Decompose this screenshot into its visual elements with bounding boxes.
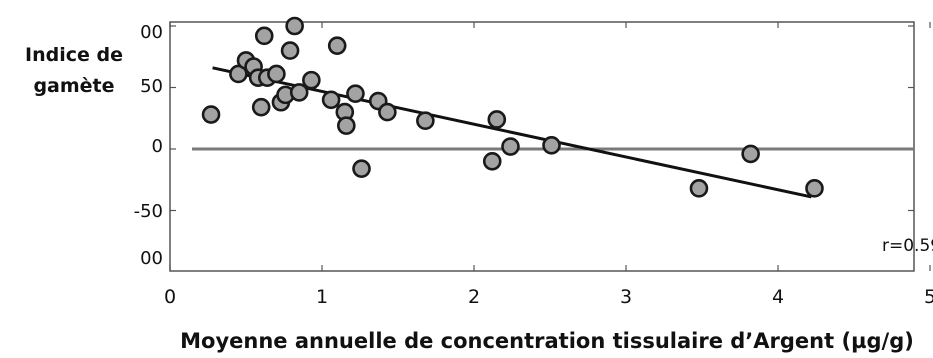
x-tick-label: 2 (468, 286, 480, 308)
x-axis-label: Moyenne annuelle de concentration tissul… (180, 329, 914, 353)
x-tick-label: 5 (924, 286, 933, 308)
x-tick-label: 1 (316, 286, 328, 308)
data-point (201, 105, 221, 124)
y-axis-label-text: Indice de gamète (25, 44, 123, 97)
data-point (254, 26, 274, 46)
data-point (289, 83, 309, 102)
y-tick-label: 0 (152, 136, 163, 157)
x-tick-label: 0 (164, 286, 176, 308)
data-point (689, 179, 709, 198)
y-axis-label-line: Indice de (25, 44, 123, 66)
y-axis-label: Indice de gamète (25, 44, 123, 97)
data-point (251, 97, 271, 117)
data-point (352, 159, 371, 178)
data-point (487, 110, 507, 129)
x-tick-labels: 0 1 2 3 4 5 (164, 286, 933, 308)
data-point (378, 102, 397, 122)
x-tick-label: 3 (620, 286, 632, 308)
x-tick-label: 4 (772, 286, 784, 308)
y-tick-labels: 00 50 0 -50 00 (134, 22, 163, 269)
data-point (327, 36, 347, 55)
plot-frame (169, 21, 931, 272)
plot-border (169, 21, 915, 272)
data-point (482, 152, 502, 171)
data-point (741, 144, 760, 164)
data-point (321, 90, 341, 110)
data-point (229, 64, 248, 84)
data-point (267, 64, 286, 84)
data-point (346, 84, 365, 103)
data-point (302, 70, 321, 90)
data-point (542, 136, 561, 155)
y-tick-label: 50 (140, 76, 163, 97)
y-tick-label: -50 (134, 201, 163, 222)
y-tick-label: 00 (140, 22, 163, 43)
data-points (201, 16, 824, 198)
data-point (416, 111, 435, 131)
data-point (501, 137, 520, 156)
data-point (280, 41, 300, 60)
y-tick-label: 00 (140, 248, 163, 269)
correlation-annotation: r=0.59 (882, 236, 933, 256)
data-point (805, 179, 824, 198)
data-point (337, 116, 356, 135)
data-point (285, 16, 304, 36)
y-axis-label-line: gamète (33, 75, 114, 97)
